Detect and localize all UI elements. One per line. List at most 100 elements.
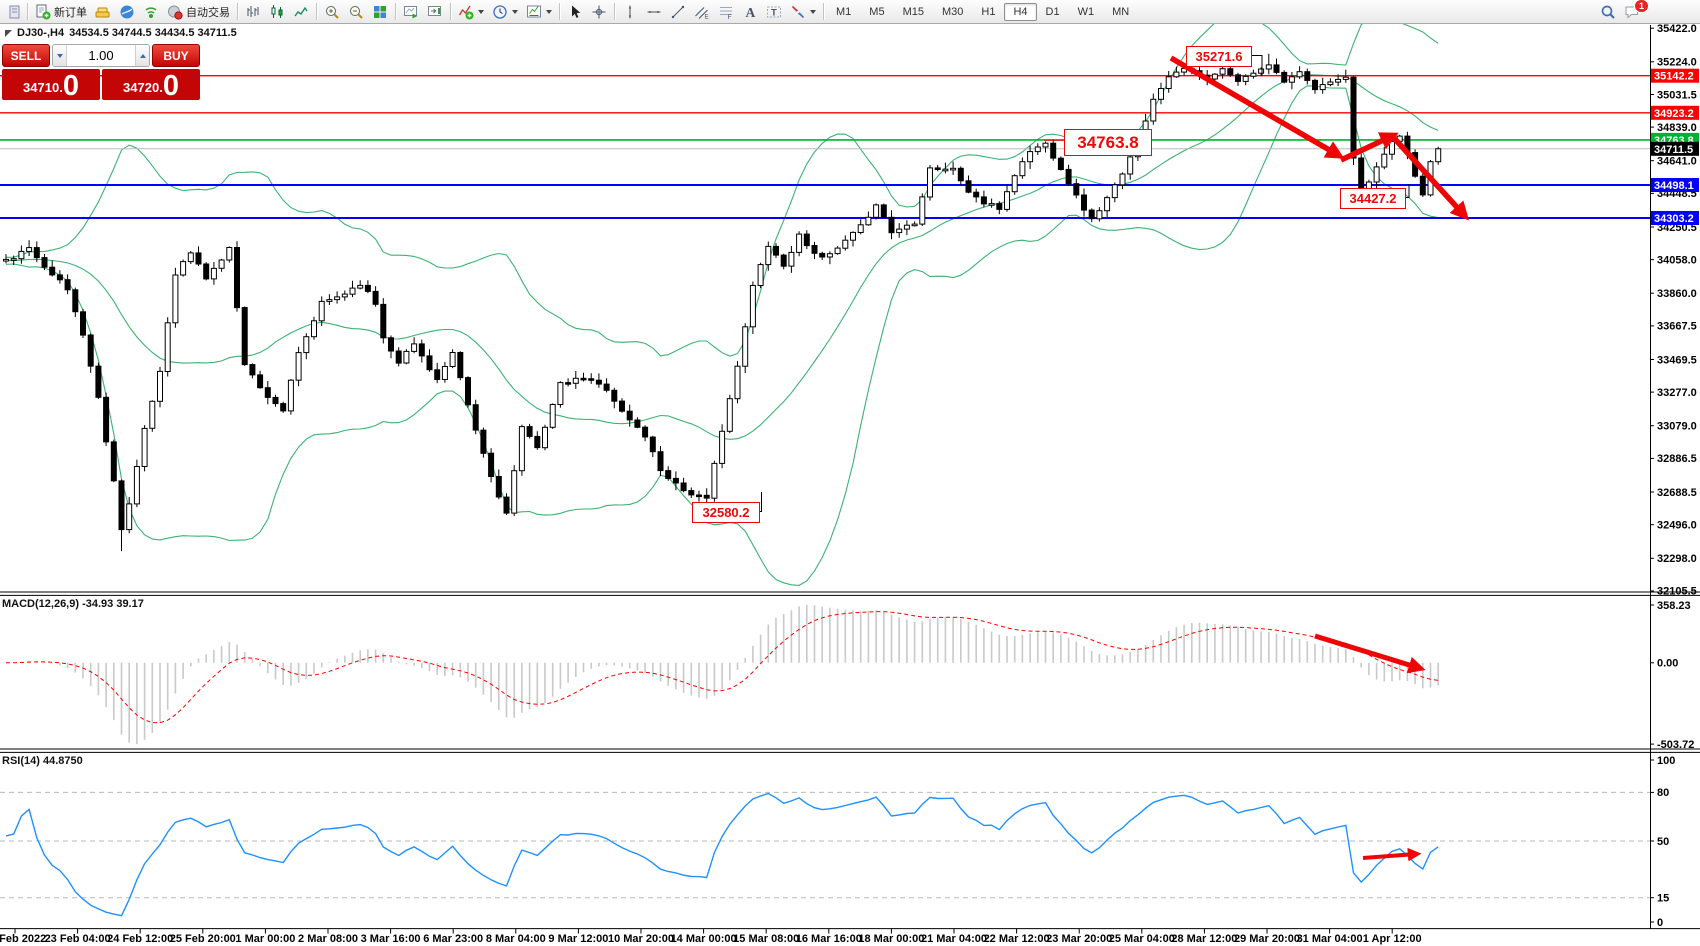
y-axis-tick: 34839.0 (1657, 122, 1697, 134)
rsi-label: RSI(14) 44.8750 (2, 755, 83, 767)
panel-collapse-icon[interactable] (5, 29, 12, 37)
macd-axis-tick: 0.00 (1657, 658, 1678, 670)
market-watch-button[interactable] (91, 1, 115, 22)
timeframe-M5[interactable]: M5 (869, 5, 885, 18)
timeframe-W1[interactable]: W1 (1077, 5, 1095, 18)
new-order-button[interactable]: 新订单 (31, 1, 91, 22)
price-annotation[interactable]: 35271.6 (1186, 46, 1252, 67)
crosshair-button[interactable] (587, 1, 611, 22)
toolbar-separator (237, 3, 238, 20)
price-badge-label: 34498.1 (1654, 180, 1694, 192)
timeframe-D1[interactable]: D1 (1045, 5, 1060, 18)
search-button[interactable] (1596, 1, 1620, 22)
y-axis-tick: 32105.5 (1657, 586, 1697, 598)
price-badge (1651, 211, 1699, 225)
x-axis-label: 1 Mar 00:00 (235, 933, 295, 945)
panel-separators[interactable] (0, 25, 1700, 930)
toolbar-separator (823, 3, 824, 20)
auto-scroll-button[interactable] (399, 1, 423, 22)
dropdown-caret-icon (810, 9, 816, 14)
indicators-button[interactable] (454, 1, 488, 22)
cursor-button[interactable] (563, 1, 587, 22)
notification-badge: 1 (1633, 0, 1649, 13)
macd-indicator (5, 605, 1439, 745)
timeframe-H1[interactable]: H1 (981, 5, 996, 18)
price-annotation[interactable]: 34763.8 (1064, 129, 1152, 156)
window-icon[interactable] (0, 1, 24, 22)
line-chart-button[interactable] (289, 1, 313, 22)
price-badge-label: 34303.2 (1654, 213, 1694, 225)
templates-button[interactable] (522, 1, 556, 22)
bar-chart-button[interactable] (241, 1, 265, 22)
y-axis-tick: 33469.5 (1657, 354, 1697, 366)
signals-button[interactable] (139, 1, 163, 22)
text-label-button[interactable]: T (762, 1, 786, 22)
y-axis-tick: 35031.5 (1657, 89, 1697, 101)
horizontal-line-button[interactable] (642, 1, 666, 22)
zoom-out-icon (348, 4, 364, 20)
equidistant-channel-button[interactable]: E (690, 1, 714, 22)
volume-decrease-button[interactable] (53, 45, 67, 66)
fibonacci-button[interactable]: F (714, 1, 738, 22)
y-axis-tick: 32688.5 (1657, 487, 1697, 499)
dropdown-caret-icon (546, 9, 552, 14)
signals-icon (143, 4, 159, 20)
text-button[interactable]: A (738, 1, 762, 22)
periods-button[interactable] (488, 1, 522, 22)
timeframe-M30[interactable]: M30 (941, 5, 964, 18)
channel-icon: E (694, 4, 710, 20)
templates-icon (526, 4, 542, 20)
x-axis-label: 24 Feb 12:00 (107, 933, 173, 945)
svg-text:E: E (705, 13, 710, 20)
sell-price[interactable]: 34710. 0 (2, 69, 100, 101)
price-annotation[interactable]: 34427.2 (1340, 188, 1406, 209)
price-lines[interactable] (0, 74, 1650, 219)
toolbar-separator (614, 3, 615, 20)
candlestick-chart-button[interactable] (265, 1, 289, 22)
y-axis-tick: 33860.0 (1657, 288, 1697, 300)
rsi-axis-tick: 100 (1657, 755, 1675, 767)
trend-arrows[interactable] (1169, 55, 1470, 862)
periods-clock-icon (492, 4, 508, 20)
buy-price[interactable]: 34720. 0 (102, 69, 200, 101)
price-annotation[interactable]: 32580.2 (692, 502, 760, 523)
y-axis-tick: 34641.0 (1657, 156, 1697, 168)
volume-input[interactable] (67, 45, 135, 66)
x-axis-label: 22 Mar 12:00 (984, 933, 1050, 945)
chart-shift-button[interactable] (423, 1, 447, 22)
buy-button[interactable]: BUY (152, 44, 200, 67)
y-axis-tick: 33667.5 (1657, 321, 1697, 333)
community-button[interactable] (115, 1, 139, 22)
y-axis-tick: 33079.0 (1657, 421, 1697, 433)
toolbar-separator (316, 3, 317, 20)
ohlc-values: 34534.5 34744.5 34434.5 34711.5 (69, 27, 237, 39)
tile-windows-button[interactable] (368, 1, 392, 22)
x-axis-label: 31 Mar 04:00 (1297, 933, 1363, 945)
x-axis-label: 3 Mar 16:00 (361, 933, 421, 945)
price-badge (1651, 105, 1699, 120)
arrows-button[interactable] (786, 1, 820, 22)
zoom-in-button[interactable] (320, 1, 344, 22)
timeframe-M15[interactable]: M15 (902, 5, 924, 18)
rsi-axis-tick: 15 (1657, 893, 1669, 905)
volume-increase-button[interactable] (135, 45, 149, 66)
timeframe-H4[interactable]: H4 (1004, 2, 1037, 21)
y-axis-tick: 35422.0 (1657, 23, 1697, 35)
macd-axis-tick: 358.23 (1657, 600, 1691, 612)
dropdown-caret-icon (512, 9, 518, 14)
x-axis-label: 28 Mar 12:00 (1171, 933, 1237, 945)
timeframe-MN[interactable]: MN (1112, 5, 1130, 18)
chat-button[interactable]: 1 (1620, 0, 1649, 22)
arrows-tool-icon (790, 4, 806, 20)
price-badge-label: 34711.5 (1654, 144, 1693, 156)
autotrading-button[interactable]: 自动交易 (163, 1, 234, 22)
trendline-button[interactable] (666, 1, 690, 22)
zoom-out-button[interactable] (344, 1, 368, 22)
symbol-period: DJ30-,H4 (17, 27, 65, 39)
price-badge (1651, 141, 1699, 156)
vertical-line-button[interactable] (618, 1, 642, 22)
tiles-icon (372, 4, 388, 20)
sell-button[interactable]: SELL (2, 44, 50, 67)
timeframe-M1[interactable]: M1 (836, 5, 852, 18)
